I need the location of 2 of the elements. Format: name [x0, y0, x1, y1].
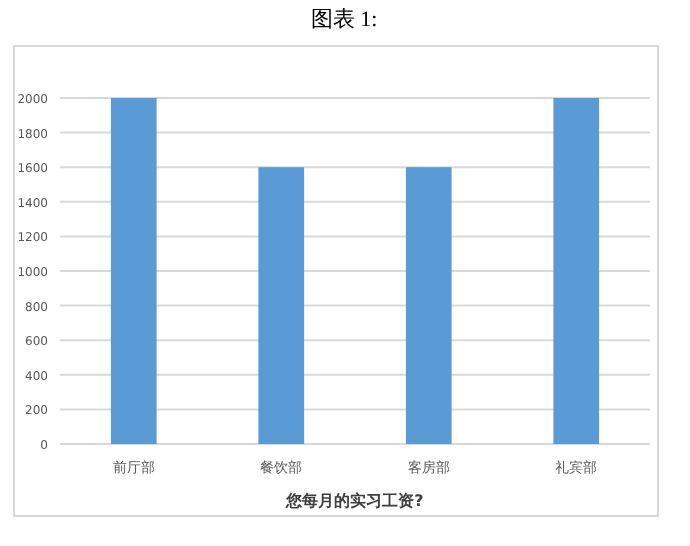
- title: 图表 1:: [310, 8, 378, 32]
- x-axis-title: 您每月的实习工资?: [284, 490, 425, 510]
